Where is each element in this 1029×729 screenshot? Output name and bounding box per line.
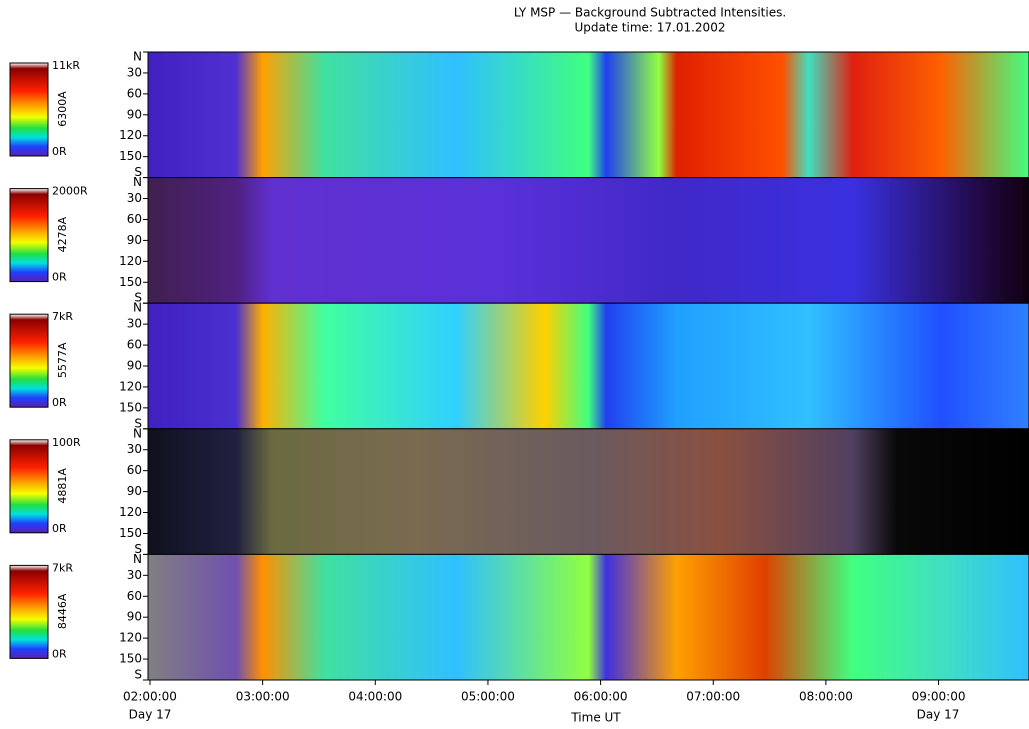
y-tick-label: S <box>134 291 142 305</box>
x-tick-label: 03:00:00 <box>236 690 290 704</box>
x-tick-label: 08:00:00 <box>799 690 853 704</box>
x-tick-label: 04:00:00 <box>348 690 402 704</box>
y-tick-label: N <box>133 552 142 566</box>
colorbar-min-label: 0R <box>52 522 67 535</box>
y-tick-label: 60 <box>127 589 142 603</box>
colorbar <box>9 188 49 283</box>
y-tick-label: 30 <box>127 65 142 79</box>
y-tick-label: 30 <box>127 568 142 582</box>
y-tick-label: 30 <box>127 317 142 331</box>
y-tick-label: 150 <box>119 149 142 163</box>
colorbar <box>9 439 49 534</box>
intensity-image <box>148 303 1029 429</box>
colorbar-max-label: 7kR <box>52 310 73 323</box>
panel-name: 5577A <box>56 342 69 378</box>
y-tick-label: 120 <box>119 505 142 519</box>
x-tick-label: 09:00:00 <box>912 690 966 704</box>
y-tick-label: 90 <box>127 359 142 373</box>
x-tick-label: 06:00:00 <box>574 690 628 704</box>
y-tick-label: 60 <box>127 86 142 100</box>
day-label: Day 17 <box>917 708 960 722</box>
y-tick-label: 60 <box>127 212 142 226</box>
colorbar-min-label: 0R <box>52 647 67 660</box>
y-tick-label: N <box>133 301 142 315</box>
panel-name: 8446A <box>56 593 69 629</box>
colorbar-min-label: 0R <box>52 145 67 158</box>
colorbar-max-label: 7kR <box>52 561 73 574</box>
y-tick-label: N <box>133 426 142 440</box>
chart-subtitle: Update time: 17.01.2002 <box>575 21 726 35</box>
colorbar <box>9 564 49 659</box>
y-tick-label: N <box>133 50 142 64</box>
y-tick-label: 120 <box>119 254 142 268</box>
colorbar-max-label: 2000R <box>52 185 88 198</box>
intensity-image <box>148 428 1029 555</box>
chart-title: LY MSP — Background Subtracted Intensiti… <box>514 6 786 20</box>
colorbar-max-label: 11kR <box>52 59 80 72</box>
y-tick-label: 150 <box>119 275 142 289</box>
y-tick-label: 90 <box>127 610 142 624</box>
colorbar-min-label: 0R <box>52 271 67 284</box>
y-tick-label: S <box>134 542 142 556</box>
panel-name: 4881A <box>56 468 69 504</box>
colorbar-min-label: 0R <box>52 396 67 409</box>
y-tick-label: 120 <box>119 128 142 142</box>
y-tick-label: 90 <box>127 107 142 121</box>
y-tick-label: 150 <box>119 400 142 414</box>
y-tick-label: 60 <box>127 338 142 352</box>
x-tick-label: 07:00:00 <box>686 690 740 704</box>
x-tick-label: 05:00:00 <box>461 690 515 704</box>
y-tick-label: 150 <box>119 652 142 666</box>
colorbar <box>9 62 49 157</box>
y-tick-label: 120 <box>119 379 142 393</box>
y-tick-label: 150 <box>119 526 142 540</box>
y-tick-label: S <box>134 668 142 682</box>
panel-name: 4278A <box>56 216 69 252</box>
y-tick-label: 120 <box>119 631 142 645</box>
y-tick-label: N <box>133 175 142 189</box>
x-axis-label: Time UT <box>570 711 621 725</box>
y-tick-label: S <box>134 165 142 179</box>
y-tick-label: 30 <box>127 191 142 205</box>
y-tick-label: 60 <box>127 463 142 477</box>
panel-name: 6300A <box>56 91 69 127</box>
intensity-image <box>148 554 1029 680</box>
colorbar-max-label: 100R <box>52 436 81 449</box>
colorbar <box>9 313 49 408</box>
intensity-image <box>148 52 1029 178</box>
y-tick-label: S <box>134 416 142 430</box>
day-label: Day 17 <box>129 708 172 722</box>
y-tick-label: 30 <box>127 442 142 456</box>
intensity-image <box>148 177 1029 304</box>
x-tick-label: 02:00:00 <box>123 690 177 704</box>
y-tick-label: 90 <box>127 484 142 498</box>
y-tick-label: 90 <box>127 233 142 247</box>
